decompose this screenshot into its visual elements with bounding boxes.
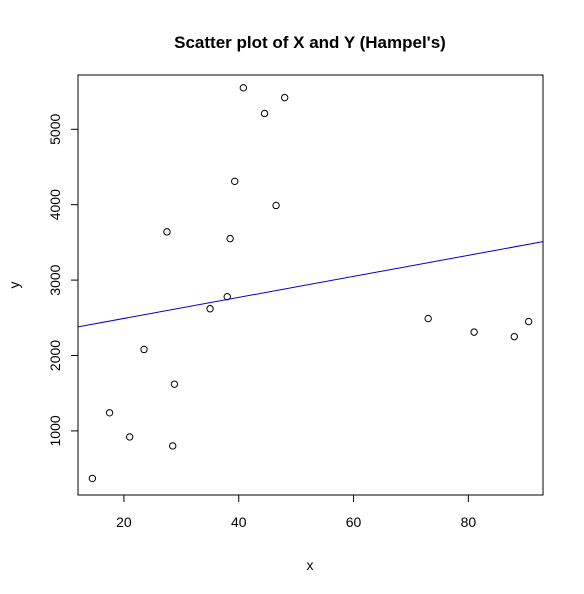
y-tick-label-1000: 1000 — [47, 415, 63, 446]
x-tick-label-40: 40 — [231, 514, 247, 530]
data-point-3 — [140, 345, 148, 354]
y-tick-label-4000: 4000 — [47, 189, 63, 220]
data-point-12 — [260, 109, 269, 118]
data-point-10 — [231, 177, 239, 186]
data-point-13 — [272, 201, 280, 210]
data-point-6 — [170, 380, 179, 388]
y-axis-label: y — [6, 282, 22, 289]
x-tick-label-80: 80 — [461, 514, 477, 530]
y-tick-label-3000: 3000 — [47, 264, 63, 295]
chart-title: Scatter plot of X and Y (Hampel's) — [174, 33, 446, 52]
data-point-8 — [223, 292, 231, 301]
data-point-2 — [125, 433, 134, 441]
data-point-15 — [424, 314, 432, 323]
data-point-4 — [163, 228, 171, 236]
y-tick-label-5000: 5000 — [47, 114, 63, 145]
data-point-17 — [510, 332, 518, 341]
data-point-18 — [524, 317, 533, 326]
regression-line — [78, 241, 543, 328]
data-point-7 — [206, 305, 214, 313]
data-point-9 — [226, 234, 234, 243]
data-point-0 — [88, 474, 97, 483]
data-point-1 — [105, 409, 114, 417]
y-tick-label-2000: 2000 — [47, 340, 63, 371]
data-point-11 — [239, 84, 248, 92]
x-tick-label-20: 20 — [116, 514, 132, 530]
data-point-5 — [169, 442, 177, 450]
plot-box — [77, 74, 544, 496]
x-tick-label-60: 60 — [346, 514, 362, 530]
y-axis: 1000 2000 3000 4000 5000 — [47, 114, 79, 446]
x-axis-label: x — [307, 557, 314, 573]
data-point-14 — [280, 93, 289, 102]
plot-area — [78, 84, 543, 483]
x-axis: 20 40 60 80 — [116, 494, 477, 530]
data-point-16 — [470, 328, 478, 336]
